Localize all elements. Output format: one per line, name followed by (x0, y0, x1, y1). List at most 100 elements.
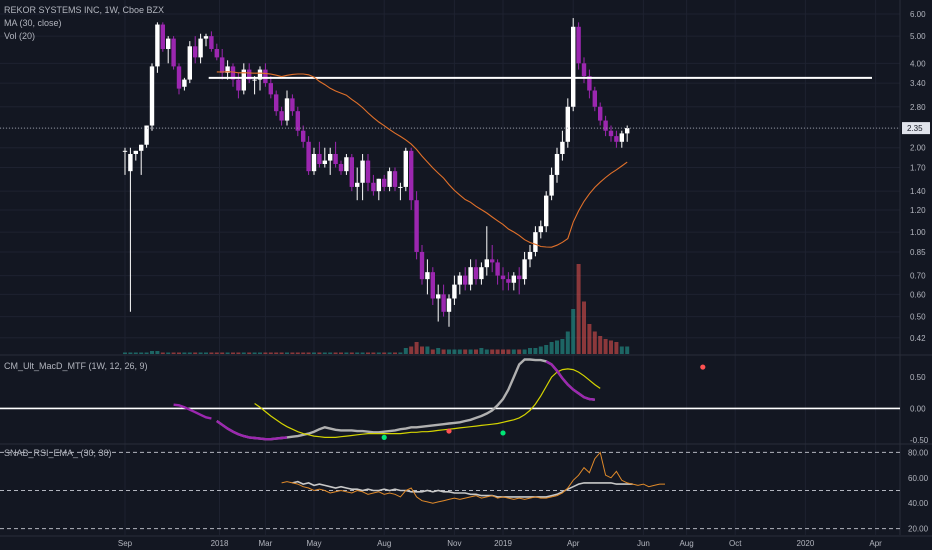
candle-body[interactable] (603, 120, 608, 131)
candle-body[interactable] (598, 106, 603, 121)
candle-body[interactable] (263, 69, 268, 84)
candle-body[interactable] (220, 57, 225, 73)
candle-body[interactable] (344, 157, 349, 172)
candle-body[interactable] (268, 83, 273, 95)
last-price-tag[interactable] (902, 122, 930, 135)
candle-body[interactable] (468, 267, 473, 285)
candle-body[interactable] (625, 128, 630, 134)
candle-body[interactable] (473, 267, 479, 280)
candle-body[interactable] (133, 150, 138, 154)
symbol-legend[interactable]: REKOR SYSTEMS INC, 1W, Cboe BZX (4, 5, 164, 15)
candle-body[interactable] (587, 76, 592, 91)
candle-body[interactable] (446, 298, 452, 312)
candle-body[interactable] (576, 26, 581, 64)
price-axis[interactable]: 6.00 5.00 4.00 3.40 2.80 2.00 1.70 1.40 1.20 1.00… (902, 10, 930, 534)
candle-body[interactable] (479, 267, 484, 280)
candle-body[interactable] (182, 79, 187, 87)
candle-body[interactable] (436, 294, 441, 299)
candle-body[interactable] (371, 182, 376, 192)
candle-body[interactable] (506, 279, 511, 283)
candle-body[interactable] (403, 150, 408, 187)
candle-body[interactable] (139, 144, 144, 151)
candle-body[interactable] (166, 38, 171, 49)
candle-body[interactable] (333, 153, 338, 165)
candle-body[interactable] (290, 98, 295, 112)
candle-body[interactable] (522, 259, 527, 280)
candle-body[interactable] (484, 259, 489, 268)
candle-body[interactable] (122, 150, 128, 152)
candle-body[interactable] (311, 153, 317, 172)
macd-pane[interactable] (0, 358, 900, 441)
candle-body[interactable] (241, 69, 246, 91)
candle-body[interactable] (398, 186, 403, 188)
candle-body[interactable] (495, 262, 500, 276)
candle-body[interactable] (225, 66, 230, 73)
candle-body[interactable] (328, 153, 333, 161)
candle-body[interactable] (317, 153, 322, 165)
candle-body[interactable] (457, 275, 462, 285)
candle-body[interactable] (544, 195, 549, 227)
candle-body[interactable] (284, 98, 290, 121)
price-candles[interactable] (0, 18, 900, 327)
ma-legend[interactable]: MA (30, close) (4, 18, 62, 28)
candle-body[interactable] (490, 259, 495, 263)
candle-body[interactable] (538, 226, 543, 233)
macd-legend[interactable]: CM_Ult_MacD_MTF (1W, 12, 26, 9) (4, 361, 148, 371)
candle-body[interactable] (425, 272, 430, 280)
candle-body[interactable] (592, 90, 597, 107)
candle-body[interactable] (160, 24, 165, 49)
candle-body[interactable] (247, 69, 252, 80)
candle-body[interactable] (230, 66, 236, 80)
candle-body[interactable] (257, 69, 263, 80)
candle-body[interactable] (382, 178, 387, 187)
time-axis[interactable]: Sep 2018 Mar May Aug Nov 2019 Apr Jun Aug Oct 2020 A… (118, 539, 932, 548)
candle-body[interactable] (279, 111, 284, 121)
candle-body[interactable] (144, 125, 149, 145)
candle-body[interactable] (193, 46, 198, 58)
candle-body[interactable] (338, 164, 344, 172)
candle-body[interactable] (452, 284, 457, 299)
candle-body[interactable] (554, 153, 560, 175)
candle-body[interactable] (365, 160, 371, 183)
candle-body[interactable] (533, 232, 538, 252)
candle-body[interactable] (360, 160, 365, 183)
candle-body[interactable] (500, 275, 506, 280)
candle-body[interactable] (187, 46, 192, 80)
candle-body[interactable] (392, 171, 398, 187)
candle-body[interactable] (203, 36, 209, 39)
candle-body[interactable] (608, 130, 614, 137)
candle-body[interactable] (614, 136, 619, 142)
candle-body[interactable] (209, 36, 214, 49)
candle-body[interactable] (198, 38, 203, 58)
candle-body[interactable] (355, 182, 360, 187)
candle-body[interactable] (419, 251, 425, 280)
candle-body[interactable] (155, 24, 160, 67)
candle-body[interactable] (414, 200, 419, 252)
candle-body[interactable] (252, 79, 257, 81)
candle-body[interactable] (409, 150, 414, 201)
candle-body[interactable] (619, 133, 624, 142)
candle-body[interactable] (387, 171, 392, 187)
candle-body[interactable] (571, 26, 576, 107)
candle-body[interactable] (236, 79, 241, 91)
candle-body[interactable] (376, 178, 381, 192)
candle-body[interactable] (349, 157, 354, 187)
candle-body[interactable] (527, 251, 533, 260)
candle-body[interactable] (274, 94, 279, 112)
candle-body[interactable] (214, 48, 219, 58)
candle-body[interactable] (441, 294, 446, 312)
rsi-legend[interactable]: SNAB_RSI_EMA_ (30, 30) (4, 448, 112, 458)
candle-body[interactable] (511, 275, 516, 283)
rsi-pane[interactable] (0, 451, 900, 530)
candle-body[interactable] (171, 38, 176, 67)
candle-body[interactable] (301, 130, 306, 142)
candle-body[interactable] (430, 272, 435, 299)
candle-body[interactable] (128, 153, 133, 172)
candle-body[interactable] (463, 275, 468, 285)
candle-body[interactable] (560, 141, 565, 154)
candle-body[interactable] (295, 111, 300, 131)
candle-body[interactable] (549, 174, 554, 196)
candle-body[interactable] (565, 106, 570, 142)
candle-body[interactable] (306, 141, 311, 172)
